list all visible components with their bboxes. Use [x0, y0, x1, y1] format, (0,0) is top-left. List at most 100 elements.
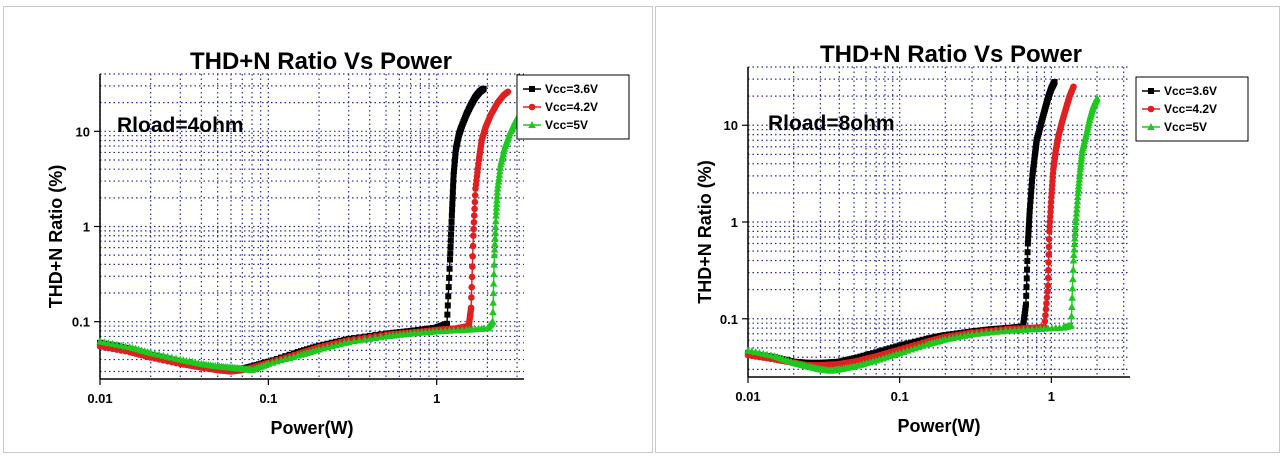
data-point: [860, 352, 867, 359]
data-point: [489, 279, 498, 287]
data-point: [491, 217, 500, 225]
data-point: [448, 212, 455, 219]
data-point: [1072, 209, 1081, 217]
data-point: [492, 207, 501, 215]
data-point: [366, 334, 374, 342]
data-point: [904, 340, 911, 347]
data-point: [489, 289, 498, 297]
data-point: [886, 345, 893, 352]
data-point: [1020, 317, 1027, 324]
legend-marker: [1147, 105, 1155, 113]
data-point: [1069, 265, 1077, 273]
data-point: [1073, 193, 1082, 201]
data-point: [490, 260, 498, 268]
data-point: [1030, 163, 1037, 170]
data-point: [445, 284, 452, 291]
data-point: [471, 205, 478, 213]
data-point: [1024, 266, 1031, 273]
data-point: [376, 333, 385, 341]
data-point: [1045, 243, 1053, 251]
data-point: [444, 311, 451, 318]
data-point: [1041, 317, 1049, 325]
y-axis-label: THD+N Ratio (%): [695, 160, 715, 304]
data-point: [873, 349, 880, 356]
data-point: [1068, 284, 1077, 292]
data-point: [1047, 208, 1054, 216]
data-point: [1072, 213, 1080, 221]
data-point: [449, 206, 456, 213]
data-point: [470, 212, 478, 219]
data-point: [449, 200, 456, 207]
data-point: [1029, 172, 1036, 179]
legend-label: Vcc=3.6V: [1164, 84, 1217, 98]
y-tick-label: 10: [76, 124, 90, 139]
chart-left: 0.01 0.1 1 0.1 1 10 THD+N Ratio Vs Power Rload=…: [46, 48, 630, 438]
data-point: [1073, 197, 1082, 205]
load-annotation: Rload=4ohm: [117, 114, 244, 137]
data-point: [1022, 301, 1029, 308]
data-point: [492, 203, 501, 211]
data-point: [468, 273, 476, 281]
data-point: [155, 350, 163, 358]
data-point: [1027, 197, 1034, 204]
data-point: [1073, 201, 1081, 209]
data-point: [876, 348, 883, 355]
data-point: [471, 198, 479, 206]
legend-label: Vcc=5V: [1164, 120, 1207, 134]
data-point: [1047, 203, 1055, 211]
data-point: [1070, 240, 1079, 248]
legend-label: Vcc=4.2V: [1164, 102, 1217, 116]
y-tick-label: 10: [724, 118, 738, 133]
data-point: [448, 225, 455, 232]
data-point: [350, 337, 358, 345]
data-point: [480, 85, 487, 92]
data-point: [451, 160, 458, 167]
data-point: [1024, 240, 1031, 247]
grid: [99, 73, 524, 379]
data-point: [451, 157, 458, 164]
data-point: [446, 274, 453, 281]
data-point: [159, 351, 168, 359]
data-point: [893, 343, 900, 350]
data-point: [447, 256, 454, 263]
data-point: [447, 243, 454, 250]
chart-panel-left: 0.01 0.1 1 0.1 1 10 THD+N Ratio Vs Power Rload=…: [3, 6, 653, 453]
data-point: [445, 293, 452, 300]
data-point: [490, 245, 499, 253]
data-point: [1028, 182, 1035, 189]
data-point: [1047, 198, 1055, 206]
data-point: [447, 250, 454, 257]
data-point: [1027, 202, 1034, 209]
data-point: [1030, 166, 1037, 173]
data-point: [866, 351, 873, 358]
data-point: [1022, 304, 1029, 311]
data-point: [879, 347, 886, 354]
data-point: [908, 339, 915, 346]
data-point: [1020, 320, 1027, 327]
data-point: [371, 334, 380, 342]
x-tick-label: 1: [1048, 389, 1055, 404]
data-point: [450, 183, 457, 190]
data-point: [172, 354, 180, 362]
data-point: [1068, 302, 1076, 310]
data-point: [1025, 235, 1032, 242]
legend-marker: [1148, 88, 1154, 94]
data-point: [889, 344, 896, 351]
data-point: [446, 265, 453, 272]
data-point: [1045, 259, 1052, 266]
data-point: [1025, 221, 1032, 228]
data-point: [1023, 292, 1030, 299]
data-point: [1023, 275, 1030, 282]
data-point: [151, 349, 159, 357]
data-point: [900, 341, 907, 348]
data-point: [450, 171, 457, 178]
data-point: [449, 189, 456, 196]
data-point: [1021, 314, 1028, 321]
data-point: [447, 237, 454, 244]
data-point: [488, 317, 497, 325]
data-point: [1042, 306, 1050, 313]
data-point: [1070, 251, 1078, 259]
x-tick-label: 0.01: [735, 389, 760, 404]
chart-right: 0.01 0.1 1 0.1 1 10 THD+N Ratio Vs Power Rload=…: [695, 41, 1249, 436]
data-point: [468, 283, 476, 291]
